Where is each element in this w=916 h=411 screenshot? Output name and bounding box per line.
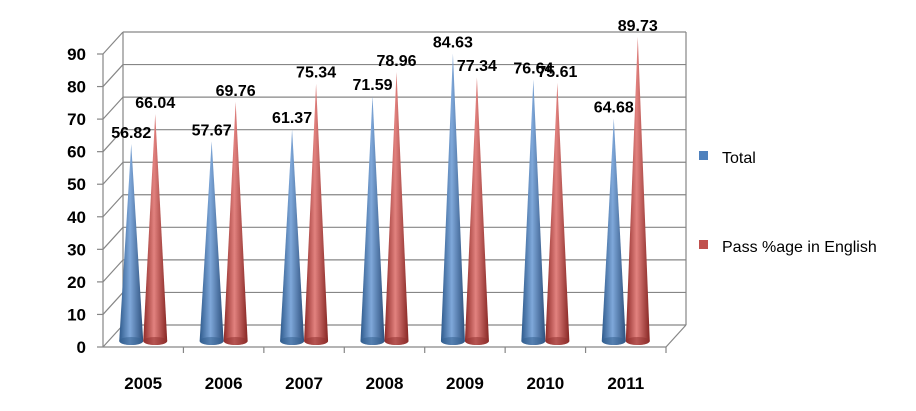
data-label-total-2011: 64.68 bbox=[594, 99, 634, 116]
cone-pass-english-2010 bbox=[545, 82, 570, 345]
y-tick-label: 20 bbox=[67, 273, 86, 292]
data-label-total-2008: 71.59 bbox=[352, 77, 392, 94]
data-label-total-2007: 61.37 bbox=[272, 110, 312, 127]
y-tick-label: 0 bbox=[77, 338, 86, 357]
y-tick-label: 80 bbox=[67, 78, 86, 97]
legend-swatch-total bbox=[699, 151, 708, 160]
cone-total-2008 bbox=[360, 95, 385, 345]
legend-swatch-pass-english bbox=[699, 240, 708, 249]
legend-label-pass-english: Pass %age in English bbox=[722, 239, 877, 256]
y-tick-label: 70 bbox=[67, 110, 86, 129]
gridline-side bbox=[102, 31, 124, 55]
gridline-side bbox=[102, 292, 124, 315]
x-tick-label-2010: 2010 bbox=[526, 374, 564, 393]
data-label-pass-english-2007: 75.34 bbox=[296, 65, 336, 82]
x-tick-label-2008: 2008 bbox=[366, 374, 404, 393]
data-label-pass-english-2008: 78.96 bbox=[376, 53, 416, 70]
cone-pass-english-2008 bbox=[384, 71, 409, 345]
y-tick-label: 50 bbox=[67, 175, 86, 194]
y-tick-label: 60 bbox=[67, 143, 86, 162]
data-label-pass-english-2005: 66.04 bbox=[135, 95, 175, 112]
data-label-total-2005: 56.82 bbox=[111, 125, 151, 142]
gridline-side bbox=[102, 259, 124, 283]
x-tick-label-2006: 2006 bbox=[205, 374, 243, 393]
gridline-side bbox=[102, 226, 124, 250]
x-tick-label-2007: 2007 bbox=[285, 374, 323, 393]
gridline-side bbox=[102, 96, 124, 120]
cone-pass-english-2007 bbox=[304, 83, 329, 346]
cone-pass-english-2006 bbox=[223, 101, 248, 345]
y-tick-label: 90 bbox=[67, 45, 86, 64]
cone-total-2006 bbox=[199, 141, 224, 345]
legend: Total Pass %age in English bbox=[699, 150, 877, 256]
data-label-pass-english-2006: 69.76 bbox=[216, 83, 256, 100]
cone-total-2010 bbox=[521, 79, 546, 345]
cone-total-2011 bbox=[601, 118, 626, 345]
y-tick-label: 40 bbox=[67, 208, 86, 227]
gridline-side bbox=[102, 194, 124, 218]
data-labels: 56.82 66.04 57.67 69.76 61.37 75.34 71.59 78.96… bbox=[111, 18, 658, 142]
plot-area bbox=[119, 36, 650, 346]
y-tick-label: 30 bbox=[67, 240, 86, 259]
gridline-side bbox=[102, 161, 124, 185]
data-label-total-2006: 57.67 bbox=[192, 122, 232, 139]
axes: 0 10 20 30 40 50 60 70 80 90 2005 2006 2007 2008 2009 2… bbox=[67, 45, 687, 393]
cone-pass-english-2011 bbox=[625, 36, 650, 346]
cone-pass-english-2005 bbox=[143, 114, 168, 345]
x-tick-label-2005: 2005 bbox=[124, 374, 162, 393]
cone-pass-english-2009 bbox=[464, 77, 489, 345]
y-tick-label: 10 bbox=[67, 305, 86, 324]
cone-total-2005 bbox=[119, 144, 144, 345]
gridline-side bbox=[102, 129, 124, 153]
data-label-pass-english-2009: 77.34 bbox=[457, 58, 497, 75]
data-label-pass-english-2010: 75.61 bbox=[537, 64, 577, 81]
gridline-side bbox=[102, 324, 124, 348]
data-label-total-2009: 84.63 bbox=[433, 34, 473, 51]
cone-total-2009 bbox=[440, 53, 465, 346]
floor-edge bbox=[665, 324, 687, 348]
x-tick-label-2009: 2009 bbox=[446, 374, 484, 393]
data-label-pass-english-2011: 89.73 bbox=[618, 18, 658, 35]
legend-label-total: Total bbox=[722, 150, 756, 167]
data-label-total-2010: 76.64 bbox=[513, 60, 553, 77]
cone-total-2007 bbox=[280, 129, 305, 345]
x-tick-label-2011: 2011 bbox=[607, 374, 644, 393]
gridline-side bbox=[102, 64, 124, 87]
